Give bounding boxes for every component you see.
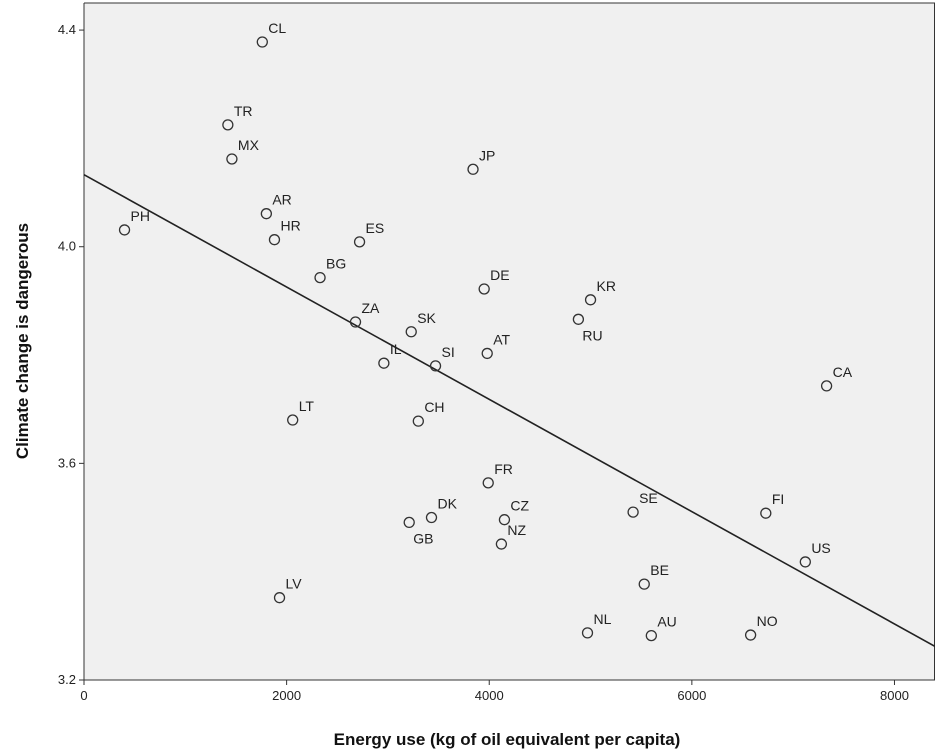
data-point xyxy=(478,283,490,295)
data-point xyxy=(353,236,366,248)
point-label: CZ xyxy=(510,498,529,514)
data-point xyxy=(405,326,417,338)
data-point xyxy=(627,506,639,518)
point-label: BE xyxy=(650,562,669,578)
data-point xyxy=(412,415,424,427)
point-label: SE xyxy=(639,490,658,506)
point-label: CL xyxy=(268,20,286,36)
data-point xyxy=(638,578,650,590)
point-label: ZA xyxy=(362,300,381,316)
point-label: TR xyxy=(234,103,253,119)
point-label: LV xyxy=(286,576,303,592)
point-label: PH xyxy=(131,208,150,224)
point-label: KR xyxy=(597,278,616,294)
point-label: MX xyxy=(238,137,260,153)
data-point xyxy=(572,313,585,325)
data-point xyxy=(349,316,362,328)
point-label: AU xyxy=(657,614,676,630)
data-point xyxy=(481,347,493,360)
data-point xyxy=(273,592,286,604)
point-label: AT xyxy=(493,331,510,347)
point-label: US xyxy=(811,540,830,556)
point-label: FI xyxy=(772,491,784,507)
point-label: FR xyxy=(494,461,513,477)
data-point xyxy=(222,119,234,131)
point-label: HR xyxy=(280,218,300,234)
data-point xyxy=(378,357,390,369)
data-point xyxy=(260,208,273,220)
data-point xyxy=(820,380,833,392)
point-label: CH xyxy=(424,399,444,415)
point-label: NO xyxy=(757,613,778,629)
point-label: DK xyxy=(437,496,457,512)
data-point xyxy=(429,360,442,372)
data-point xyxy=(799,556,811,568)
point-label: SK xyxy=(417,310,436,326)
data-point xyxy=(581,627,594,639)
y-tick-label: 3.6 xyxy=(58,455,76,470)
data-point xyxy=(256,36,268,48)
x-tick-label: 2000 xyxy=(272,688,301,703)
point-label: IL xyxy=(390,341,402,357)
x-tick-label: 8000 xyxy=(880,688,909,703)
ticks-group: 0 2000 4000 6000 8000 3.2 3.6 4.0 4.4 xyxy=(58,22,909,703)
data-point xyxy=(425,511,438,524)
y-tick-label: 3.2 xyxy=(58,672,76,687)
point-label: ES xyxy=(366,220,385,236)
data-point xyxy=(226,153,238,165)
data-point xyxy=(584,294,597,306)
point-label: DE xyxy=(490,267,509,283)
regression-line-group xyxy=(83,173,935,648)
data-point xyxy=(314,271,326,284)
data-point xyxy=(268,234,281,246)
point-label: SI xyxy=(442,344,455,360)
point-label: JP xyxy=(479,147,495,163)
x-axis-title: Energy use (kg of oil equivalent per cap… xyxy=(334,730,681,749)
data-point xyxy=(760,507,772,519)
point-label: AR xyxy=(272,192,291,208)
point-label: NZ xyxy=(507,522,526,538)
x-tick-label: 6000 xyxy=(677,688,706,703)
point-label: CA xyxy=(833,364,853,380)
y-axis-title: Climate change is dangerous xyxy=(13,223,32,459)
data-point xyxy=(498,514,511,526)
point-label: LT xyxy=(299,398,315,414)
data-point xyxy=(482,477,494,489)
point-label: GB xyxy=(413,530,433,546)
data-point xyxy=(403,516,415,529)
data-point xyxy=(495,538,508,550)
data-point xyxy=(118,224,131,236)
x-tick-label: 4000 xyxy=(475,688,504,703)
point-label: RU xyxy=(582,327,602,343)
point-label: NL xyxy=(594,611,612,627)
points-group: CL TR MX JP AR PH HR ES BG DE KR RU ZA SK AT IL SI CA LT CH… xyxy=(118,20,853,642)
y-tick-label: 4.4 xyxy=(58,22,76,37)
data-point xyxy=(467,163,479,175)
data-point xyxy=(645,629,657,642)
x-tick-label: 0 xyxy=(80,688,87,703)
point-label: BG xyxy=(326,256,346,272)
y-tick-label: 4.0 xyxy=(58,239,76,254)
data-point xyxy=(287,414,299,426)
regression-line xyxy=(83,173,935,648)
data-point xyxy=(744,629,757,641)
